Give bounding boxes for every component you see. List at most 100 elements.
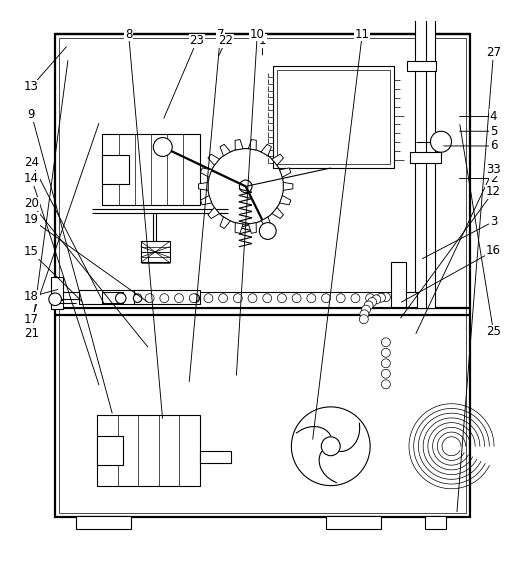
Circle shape <box>259 223 276 239</box>
Text: 16: 16 <box>486 244 501 257</box>
Bar <box>102 155 129 184</box>
Text: 3: 3 <box>490 215 497 228</box>
Bar <box>60 293 417 307</box>
Polygon shape <box>208 154 219 165</box>
Polygon shape <box>220 217 230 229</box>
Bar <box>141 242 170 263</box>
Circle shape <box>49 293 61 306</box>
Bar <box>102 134 200 205</box>
Polygon shape <box>248 139 256 150</box>
Polygon shape <box>201 196 212 205</box>
Circle shape <box>189 294 198 303</box>
Circle shape <box>153 138 172 156</box>
Polygon shape <box>201 168 212 177</box>
Polygon shape <box>198 183 208 191</box>
Polygon shape <box>220 144 230 156</box>
Circle shape <box>321 294 331 303</box>
Bar <box>59 39 466 513</box>
Bar <box>326 515 381 529</box>
Bar <box>277 70 390 164</box>
Text: 2: 2 <box>490 172 497 185</box>
Bar <box>102 293 123 303</box>
Circle shape <box>362 305 371 314</box>
Polygon shape <box>235 139 243 150</box>
Text: 6: 6 <box>490 139 497 153</box>
Circle shape <box>359 315 368 324</box>
Bar <box>273 66 394 168</box>
Polygon shape <box>261 144 271 156</box>
Circle shape <box>218 294 228 303</box>
Bar <box>134 290 200 304</box>
Text: 9: 9 <box>28 108 35 121</box>
Polygon shape <box>284 183 293 191</box>
Circle shape <box>191 294 200 302</box>
Text: 22: 22 <box>218 35 233 48</box>
Circle shape <box>351 294 360 303</box>
Bar <box>391 263 406 307</box>
Bar <box>425 515 446 529</box>
Circle shape <box>160 294 169 303</box>
Text: 25: 25 <box>486 325 501 338</box>
Text: 5: 5 <box>490 125 497 138</box>
Bar <box>55 34 470 517</box>
Text: 7: 7 <box>217 28 224 41</box>
Circle shape <box>381 338 390 347</box>
Circle shape <box>365 294 374 303</box>
Circle shape <box>133 294 142 302</box>
Circle shape <box>381 293 390 302</box>
Circle shape <box>372 295 381 304</box>
Text: 19: 19 <box>24 213 39 226</box>
Circle shape <box>360 310 369 319</box>
Bar <box>51 277 63 308</box>
Text: 12: 12 <box>486 185 501 198</box>
Circle shape <box>263 294 272 303</box>
Text: 17: 17 <box>24 312 39 325</box>
Circle shape <box>364 301 373 310</box>
Text: 27: 27 <box>486 46 501 59</box>
Polygon shape <box>235 223 243 233</box>
Text: 20: 20 <box>24 197 39 210</box>
Circle shape <box>145 294 154 303</box>
Polygon shape <box>208 208 219 219</box>
Text: 4: 4 <box>490 110 497 123</box>
Text: 1: 1 <box>259 35 266 48</box>
Polygon shape <box>272 154 284 165</box>
Circle shape <box>381 348 390 357</box>
Bar <box>76 515 131 529</box>
Text: 10: 10 <box>250 28 265 41</box>
Text: 15: 15 <box>24 246 39 259</box>
Circle shape <box>376 293 385 302</box>
Polygon shape <box>261 217 271 229</box>
Circle shape <box>292 294 301 303</box>
Text: 13: 13 <box>24 80 39 93</box>
Text: 23: 23 <box>190 35 204 48</box>
Circle shape <box>277 294 286 303</box>
Bar <box>407 61 436 71</box>
Circle shape <box>381 369 390 378</box>
Bar <box>97 436 123 464</box>
Circle shape <box>381 359 390 368</box>
Polygon shape <box>280 168 291 177</box>
Polygon shape <box>280 196 291 205</box>
Bar <box>415 16 435 308</box>
Bar <box>97 414 200 485</box>
Bar <box>79 290 144 304</box>
Bar <box>410 153 441 163</box>
Circle shape <box>233 294 242 303</box>
Polygon shape <box>272 208 284 219</box>
Text: 21: 21 <box>24 327 39 340</box>
Circle shape <box>368 298 376 306</box>
Bar <box>200 451 231 463</box>
Text: 24: 24 <box>24 156 39 170</box>
Circle shape <box>204 294 213 303</box>
Circle shape <box>116 293 126 303</box>
Circle shape <box>430 131 452 153</box>
Text: 33: 33 <box>486 163 501 176</box>
Text: 14: 14 <box>24 172 39 185</box>
Polygon shape <box>248 223 256 233</box>
Circle shape <box>174 294 184 303</box>
Text: 11: 11 <box>355 28 370 41</box>
Text: 18: 18 <box>24 290 39 303</box>
Circle shape <box>381 380 390 389</box>
Circle shape <box>307 294 316 303</box>
